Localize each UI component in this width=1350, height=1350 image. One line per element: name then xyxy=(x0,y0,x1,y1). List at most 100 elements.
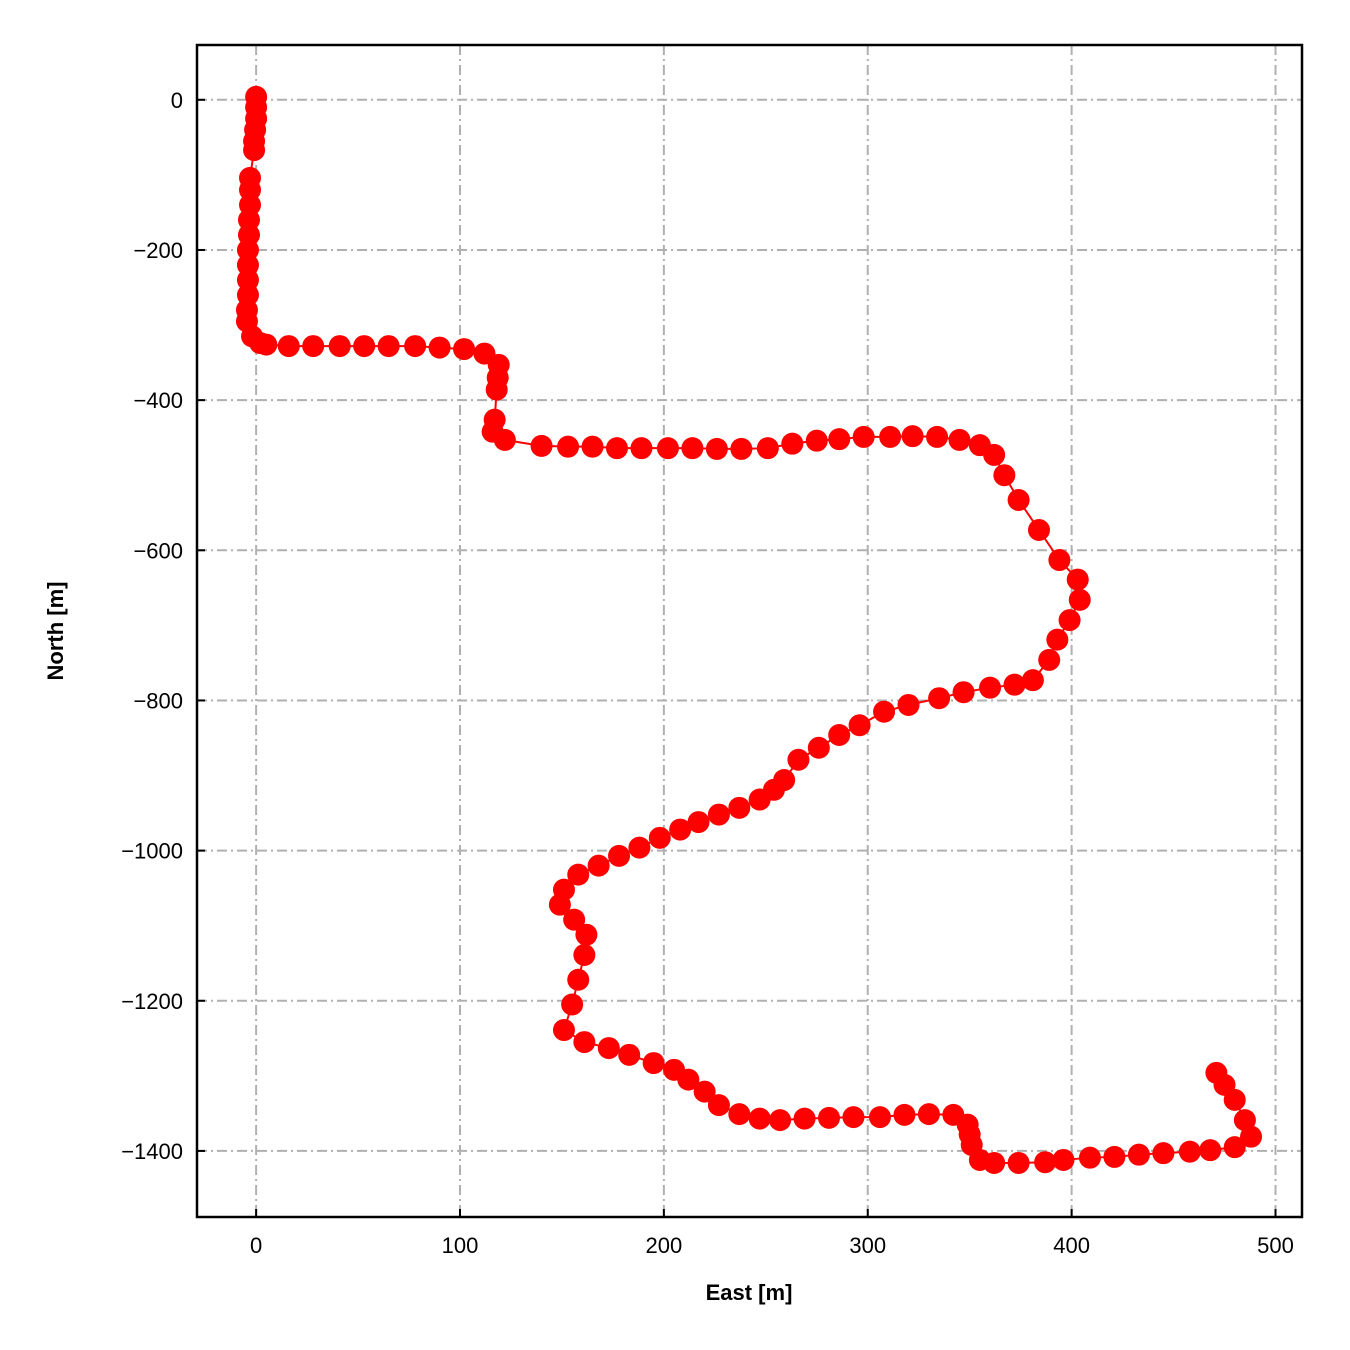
trajectory-point xyxy=(1178,1140,1201,1163)
trajectory-point xyxy=(552,1019,575,1042)
trajectory-point xyxy=(1233,1109,1256,1132)
trajectory-point xyxy=(453,338,476,361)
trajectory-point xyxy=(1152,1142,1175,1165)
trajectory-point xyxy=(567,863,590,886)
trajectory-point xyxy=(828,723,851,746)
trajectory-point xyxy=(926,425,949,448)
trajectory-point xyxy=(983,443,1006,466)
trajectory-point xyxy=(687,811,710,834)
trajectory-point xyxy=(608,844,631,867)
trajectory-point xyxy=(948,428,971,451)
trajectory-point xyxy=(852,425,875,448)
ticks: 0 100 200 300 400 500 0 −200 −400 −600 −800 −1000 −1… xyxy=(121,88,1294,1258)
plot-area xyxy=(235,85,1263,1174)
y-tick-label: −1000 xyxy=(121,839,183,864)
y-tick-label: −200 xyxy=(133,238,183,263)
trajectory-point xyxy=(630,437,653,460)
trajectory-point xyxy=(530,434,553,457)
trajectory-point xyxy=(428,336,451,359)
trajectory-point xyxy=(1223,1136,1246,1159)
trajectory-point xyxy=(1007,1151,1030,1174)
trajectory-point xyxy=(302,335,325,358)
trajectory-point xyxy=(818,1106,841,1129)
trajectory-point xyxy=(255,333,278,356)
trajectory-point xyxy=(728,1103,751,1126)
trajectory-point xyxy=(805,429,828,452)
trajectory-point xyxy=(563,908,586,931)
y-tick-label: −600 xyxy=(133,538,183,563)
trajectory-point xyxy=(1021,669,1044,692)
trajectory-point xyxy=(669,818,692,841)
x-tick-label: 400 xyxy=(1053,1233,1090,1258)
trajectory-point xyxy=(1048,549,1071,572)
trajectory-point xyxy=(493,428,516,451)
trajectory-point xyxy=(1034,1151,1057,1174)
trajectory-point xyxy=(243,139,266,162)
trajectory-point xyxy=(1240,1125,1263,1148)
trajectory-point xyxy=(485,378,508,401)
trajectory-point xyxy=(377,335,400,358)
trajectory-point xyxy=(728,796,751,819)
x-tick-label: 100 xyxy=(442,1233,479,1258)
trajectory-point xyxy=(1052,1148,1075,1171)
y-tick-label: −400 xyxy=(133,388,183,413)
trajectory-point xyxy=(681,437,704,460)
trajectory-point xyxy=(983,1151,1006,1174)
trajectory-point xyxy=(1078,1146,1101,1169)
trajectory-point xyxy=(928,687,951,710)
y-tick-label: −1400 xyxy=(121,1139,183,1164)
x-tick-label: 200 xyxy=(646,1233,683,1258)
trajectory-point xyxy=(897,693,920,716)
trajectory-point xyxy=(567,968,590,991)
trajectory-point xyxy=(628,836,651,859)
trajectory-point xyxy=(557,435,580,458)
trajectory-point xyxy=(993,464,1016,487)
trajectory-point xyxy=(548,893,571,916)
trajectory-point xyxy=(756,437,779,460)
trajectory-point xyxy=(693,1080,716,1103)
trajectory-point xyxy=(917,1103,940,1126)
trajectory-point xyxy=(848,714,871,737)
y-tick-label: 0 xyxy=(171,88,183,113)
trajectory-point xyxy=(901,425,924,448)
trajectory-point xyxy=(597,1037,620,1060)
trajectory-point xyxy=(769,1109,792,1132)
trajectory-point xyxy=(979,676,1002,699)
trajectory-point xyxy=(656,437,679,460)
grid xyxy=(197,45,1302,1217)
trajectory-point xyxy=(1003,673,1026,696)
trajectory-point xyxy=(404,335,427,358)
trajectory-point xyxy=(1103,1145,1126,1168)
trajectory-point xyxy=(642,1052,665,1075)
trajectory-point xyxy=(952,681,975,704)
trajectory-point xyxy=(1205,1061,1228,1084)
trajectory-point xyxy=(575,923,598,946)
trajectory-point xyxy=(1127,1143,1150,1166)
x-tick-label: 300 xyxy=(849,1233,886,1258)
trajectory-point xyxy=(1199,1139,1222,1162)
x-tick-label: 0 xyxy=(250,1233,262,1258)
trajectory-point xyxy=(1058,609,1081,632)
trajectory-point xyxy=(561,993,584,1016)
trajectory-point xyxy=(873,700,896,723)
trajectory-point xyxy=(677,1068,700,1091)
trajectory-point xyxy=(748,1107,771,1130)
trajectory-point xyxy=(868,1106,891,1129)
trajectory-point xyxy=(581,435,604,458)
trajectory-point xyxy=(573,943,596,966)
axes-frame xyxy=(195,43,1304,1219)
trajectory-point xyxy=(1046,628,1069,651)
trajectory-point xyxy=(893,1103,916,1126)
trajectory-point xyxy=(730,437,753,460)
y-tick-label: −800 xyxy=(133,688,183,713)
trajectory-point xyxy=(748,788,771,811)
trajectory-point xyxy=(1028,519,1051,542)
trajectory-point xyxy=(828,428,851,451)
trajectory-point xyxy=(573,1031,596,1054)
trajectory-point xyxy=(1038,648,1061,671)
trajectory-point xyxy=(277,335,300,358)
trajectory-point xyxy=(605,437,628,460)
x-axis-label: East [m] xyxy=(706,1280,793,1305)
trajectory-point xyxy=(879,425,902,448)
